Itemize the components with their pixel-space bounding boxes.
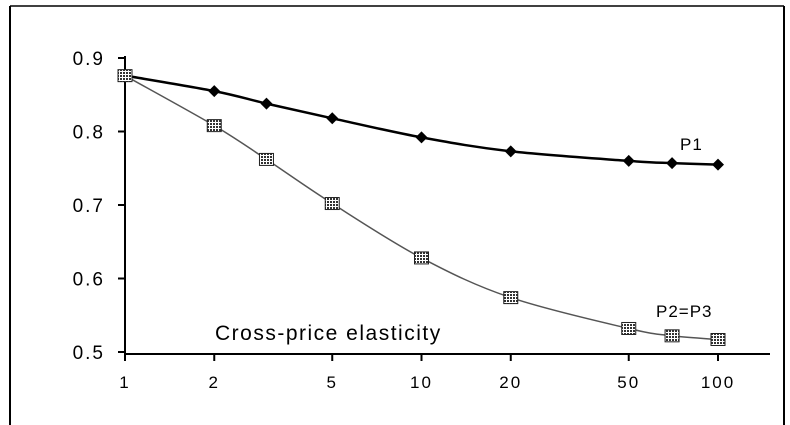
data-point-p1 bbox=[622, 154, 635, 167]
data-point-p2-p3 bbox=[710, 333, 726, 347]
y-tick-label: 0.9 bbox=[73, 49, 105, 70]
data-point-p2-p3 bbox=[503, 291, 519, 305]
series-line-p2-p3 bbox=[124, 74, 719, 341]
data-point-p1 bbox=[260, 97, 273, 110]
x-tick-label: 20 bbox=[499, 373, 522, 392]
x-tick-label: 100 bbox=[701, 373, 735, 392]
x-tick-label: 1 bbox=[119, 373, 130, 392]
series-label-p2-p3: P2=P3 bbox=[656, 302, 713, 321]
x-axis-title: Cross-price elasticity bbox=[215, 322, 442, 345]
data-point-p2-p3 bbox=[414, 251, 429, 265]
data-point-p1 bbox=[712, 158, 724, 171]
data-point-p2-p3 bbox=[664, 329, 680, 343]
x-tick-label: 5 bbox=[327, 373, 338, 392]
x-tick-label: 2 bbox=[209, 373, 220, 392]
x-axis-tick-labels: 1 2 5 10 20 50 100 bbox=[119, 373, 735, 392]
y-axis-tick-labels: 0.5 0.6 0.7 0.8 0.9 bbox=[73, 49, 105, 364]
y-axis-ticks bbox=[118, 57, 125, 353]
series-lines bbox=[124, 74, 719, 341]
data-point-p2-p3 bbox=[621, 321, 637, 335]
y-tick-label: 0.6 bbox=[73, 270, 105, 291]
data-point-p2-p3 bbox=[324, 197, 340, 211]
data-point-p2-p3 bbox=[206, 119, 222, 133]
series-markers bbox=[117, 69, 726, 347]
x-tick-label: 10 bbox=[410, 373, 433, 392]
data-point-p2-p3 bbox=[258, 152, 274, 166]
x-tick-label: 50 bbox=[617, 373, 640, 392]
y-tick-label: 0.7 bbox=[73, 196, 105, 217]
y-tick-label: 0.5 bbox=[73, 343, 105, 364]
data-point-p2-p3 bbox=[117, 69, 133, 83]
data-point-p1 bbox=[666, 157, 679, 170]
y-tick-label: 0.8 bbox=[73, 123, 105, 144]
data-point-p1 bbox=[326, 112, 339, 125]
data-point-p1 bbox=[208, 85, 221, 98]
data-point-p1 bbox=[415, 131, 428, 144]
series-label-p1: P1 bbox=[680, 135, 703, 154]
data-point-p1 bbox=[504, 145, 517, 158]
x-axis-ticks bbox=[124, 354, 719, 361]
